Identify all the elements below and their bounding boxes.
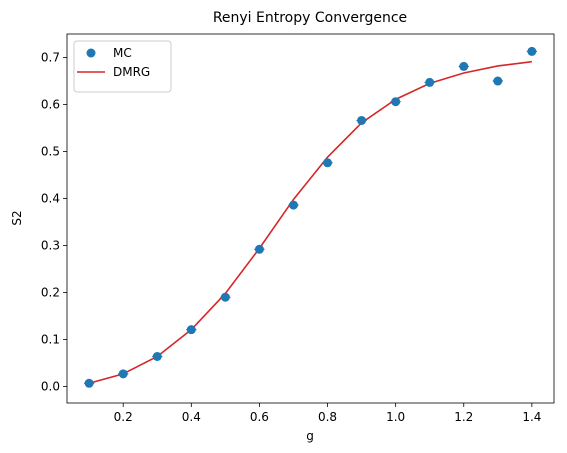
x-tick-label: 0.6 xyxy=(250,410,269,424)
x-tick-label: 1.4 xyxy=(522,410,541,424)
y-tick-label: 0.4 xyxy=(41,192,60,206)
legend-label-mc: MC xyxy=(113,46,132,60)
x-tick-label: 0.2 xyxy=(114,410,133,424)
y-tick-label: 0.3 xyxy=(41,239,60,253)
mc-point xyxy=(323,158,333,168)
legend-label-dmrg: DMRG xyxy=(113,65,150,79)
y-axis: 0.0 0.1 0.2 0.3 0.4 0.5 0.6 0.7 xyxy=(41,51,67,394)
mc-point xyxy=(425,77,435,87)
y-tick-label: 0.2 xyxy=(41,286,60,300)
y-tick-label: 0.1 xyxy=(41,333,60,347)
mc-point xyxy=(527,46,537,56)
y-tick-label: 0.7 xyxy=(41,51,60,65)
x-axis-label: g xyxy=(306,429,314,443)
mc-point xyxy=(254,244,264,254)
series-layer xyxy=(84,46,537,388)
y-axis-label: S2 xyxy=(10,210,24,225)
legend-marker-mc xyxy=(86,48,96,58)
mc-point xyxy=(186,325,196,335)
y-tick-label: 0.0 xyxy=(41,380,60,394)
mc-point xyxy=(84,378,94,388)
x-tick-label: 0.8 xyxy=(318,410,337,424)
x-tick-label: 1.0 xyxy=(386,410,405,424)
mc-point xyxy=(357,115,367,125)
x-axis: 0.2 0.4 0.6 0.8 1.0 1.2 1.4 xyxy=(114,403,541,424)
mc-point xyxy=(459,61,469,71)
mc-point xyxy=(152,351,162,361)
x-tick-label: 0.4 xyxy=(182,410,201,424)
mc-point xyxy=(391,97,401,107)
mc-point xyxy=(118,369,128,379)
legend-box xyxy=(73,40,172,93)
x-tick-label: 1.2 xyxy=(454,410,473,424)
plot-area xyxy=(66,33,555,404)
mc-point xyxy=(220,292,230,302)
legend: MC DMRG xyxy=(73,40,172,93)
mc-point xyxy=(288,200,298,210)
series-line-dmrg xyxy=(88,60,532,385)
y-tick-label: 0.5 xyxy=(41,145,60,159)
y-tick-label: 0.6 xyxy=(41,98,60,112)
chart-title: Renyi Entropy Convergence xyxy=(213,10,407,26)
mc-point xyxy=(493,76,503,86)
